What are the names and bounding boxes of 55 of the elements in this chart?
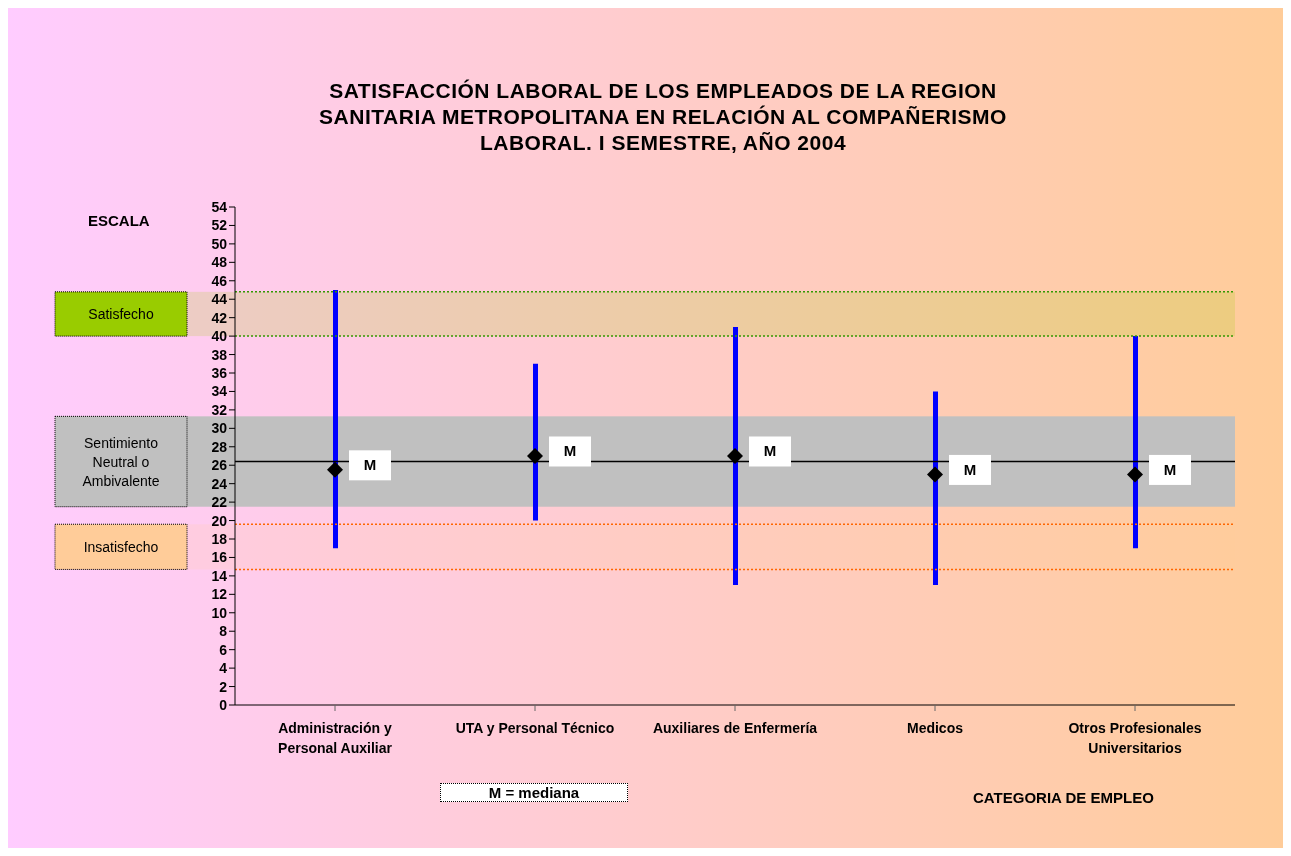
x-tick-label: Otros Profesionales Universitarios (1068, 720, 1202, 756)
chart-title: SATISFACCIÓN LABORAL DE LOS EMPLEADOS DE LA REGION SANITARIA METROPOLITANA EN RELACIÓN AL COMPAÑERISMO LABORAL. I SEMESTRE, AÑO 2004 (318, 78, 1008, 156)
point (727, 448, 743, 464)
y-tick-label: 22 (211, 494, 228, 511)
y-tick-label: 52 (211, 217, 228, 234)
y-tick-label: 46 (211, 272, 228, 289)
x-tick-label: Auxiliares de Enfermería (652, 720, 818, 736)
y-tick-label: 54 (211, 198, 228, 215)
y-tick-label: 38 (211, 346, 228, 363)
y-tick-label: 20 (211, 512, 228, 529)
y-tick-label: 18 (211, 530, 228, 547)
band-label: Satisfecho (88, 305, 154, 322)
y-axis-title: ESCALA (88, 212, 150, 229)
y-tick-label: 6 (219, 641, 228, 658)
text: M = mediana (440, 783, 628, 802)
y-tick-label: 2 (219, 678, 228, 695)
bar (933, 391, 938, 586)
y-tick-label: 40 (211, 328, 228, 345)
y-tick-label: 32 (211, 401, 228, 418)
bar (333, 290, 338, 549)
y-tick-label: 24 (211, 475, 228, 492)
y-tick-label: 34 (211, 383, 228, 400)
y-tick-label: 28 (211, 438, 228, 455)
y-tick-label: 8 (219, 623, 228, 640)
data-label: M (1163, 460, 1177, 478)
bar (1133, 336, 1138, 549)
point (927, 466, 943, 483)
point (1127, 466, 1143, 483)
y-tick-label: 10 (211, 604, 228, 621)
data-label: M (763, 442, 777, 460)
x-tick-label: Administración y Personal Auxiliar (278, 720, 393, 756)
y-tick-label: 0 (219, 696, 228, 713)
y-tick-label: 26 (211, 457, 228, 474)
bar (733, 326, 738, 586)
y-tick-label: 36 (211, 364, 228, 381)
data-label: M (963, 460, 977, 478)
band-label: Sentimiento Neutral o Ambivalente (82, 434, 160, 489)
y-tick-label: 44 (211, 291, 228, 308)
data-label: M (563, 442, 577, 460)
y-tick-label: 4 (219, 660, 228, 677)
y-tick-label: 14 (211, 567, 228, 584)
x-tick-label: UTA y Personal Técnico (455, 720, 615, 736)
y-tick-label: 42 (211, 309, 228, 326)
x-axis-title: CATEGORIA DE EMPLEO (973, 789, 1154, 806)
y-tick-label: 48 (211, 254, 228, 271)
x-tick-label: Medicos (906, 720, 964, 736)
y-tick-label: 30 (211, 420, 228, 437)
point (327, 461, 343, 478)
band-label: Insatisfecho (83, 538, 159, 555)
y-tick-label: 50 (211, 235, 228, 252)
y-tick-label: 12 (211, 586, 228, 603)
point (527, 448, 543, 464)
bar (533, 363, 538, 521)
data-label: M (363, 456, 377, 474)
y-tick-label: 16 (211, 549, 228, 566)
